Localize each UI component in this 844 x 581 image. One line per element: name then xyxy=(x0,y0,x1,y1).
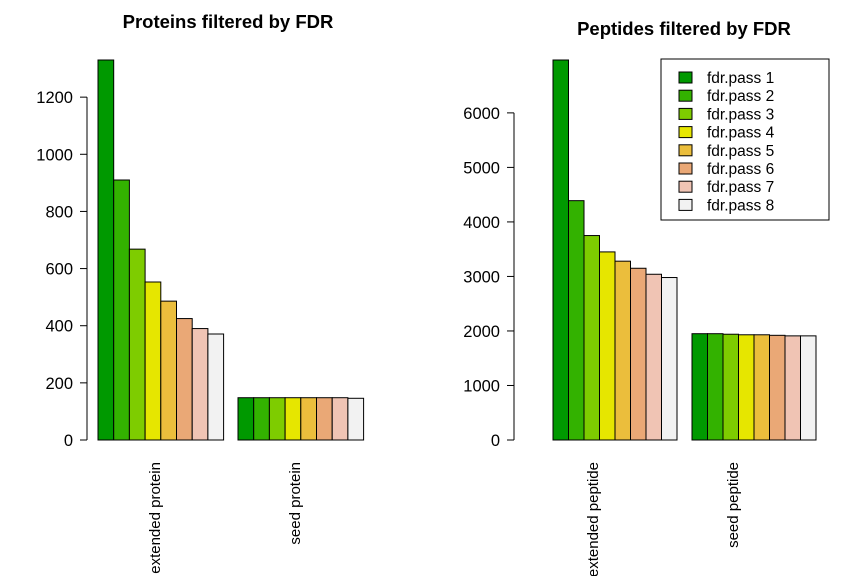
legend-swatch xyxy=(678,162,693,175)
bar xyxy=(176,318,193,441)
legend-swatch xyxy=(678,107,693,120)
legend-label: fdr.pass 1 xyxy=(707,70,774,87)
y-tick-label: 1200 xyxy=(36,89,73,107)
y-tick-label: 1000 xyxy=(463,377,500,395)
legend-label: fdr.pass 6 xyxy=(707,161,774,178)
bar xyxy=(753,334,770,441)
category-label: seed peptide xyxy=(725,462,742,548)
y-tick-label: 200 xyxy=(45,375,73,393)
bar xyxy=(97,59,115,441)
legend-label: fdr.pass 5 xyxy=(707,143,774,160)
legend-label: fdr.pass 4 xyxy=(707,125,775,142)
y-tick-label: 1000 xyxy=(36,146,73,164)
y-tick-label: 400 xyxy=(45,318,73,336)
bar xyxy=(113,179,130,441)
bar xyxy=(144,281,162,441)
legend-swatch xyxy=(678,180,693,193)
legend-swatch xyxy=(678,89,693,102)
category-label: extended peptide xyxy=(585,462,602,576)
bar xyxy=(347,397,365,441)
bar xyxy=(630,267,647,441)
bar xyxy=(253,397,270,441)
bar xyxy=(722,333,739,441)
y-tick-label: 0 xyxy=(64,432,73,450)
category-label: seed protein xyxy=(287,462,304,545)
legend-swatch xyxy=(678,71,693,84)
chart-title: Peptides filtered by FDR xyxy=(577,18,791,39)
y-tick-label: 800 xyxy=(45,203,73,221)
bar xyxy=(331,397,349,441)
bar xyxy=(284,397,302,441)
bar xyxy=(707,333,724,441)
legend-swatch xyxy=(678,144,693,157)
bar xyxy=(599,251,616,441)
bar xyxy=(645,273,662,441)
bar xyxy=(800,335,817,441)
bar xyxy=(583,235,600,441)
y-tick-label: 6000 xyxy=(463,105,500,123)
y-tick-label: 3000 xyxy=(463,268,500,286)
bar xyxy=(316,397,333,441)
category-label: extended protein xyxy=(147,462,164,574)
bar xyxy=(268,397,286,441)
bar xyxy=(207,333,225,441)
y-tick-label: 600 xyxy=(45,261,73,279)
bar xyxy=(300,397,317,441)
bar xyxy=(568,200,585,441)
chart-title: Proteins filtered by FDR xyxy=(123,11,334,32)
bar xyxy=(738,334,755,441)
bar xyxy=(160,300,178,441)
legend-label: fdr.pass 7 xyxy=(707,179,774,196)
bar xyxy=(769,334,786,441)
bar xyxy=(552,59,569,441)
legend-label: fdr.pass 2 xyxy=(707,88,774,105)
y-tick-label: 4000 xyxy=(463,214,500,232)
bar xyxy=(128,248,146,441)
chart-panel-2: Peptides filtered by FDR 0 1000 2000 3000 400… xyxy=(463,18,830,577)
bar xyxy=(691,333,708,441)
bar xyxy=(237,397,255,441)
legend-label: fdr.pass 3 xyxy=(707,106,774,123)
bar xyxy=(191,328,209,441)
y-tick-label: 0 xyxy=(491,432,500,450)
chart-panel-1: Proteins filtered by FDR 0 200 400 600 800 100… xyxy=(36,11,365,574)
bar xyxy=(661,277,678,441)
bar xyxy=(784,335,801,441)
legend-box xyxy=(660,58,830,221)
bar xyxy=(614,260,631,441)
legend-swatch xyxy=(678,198,693,211)
legend-label: fdr.pass 8 xyxy=(707,197,774,214)
legend-swatch xyxy=(678,126,693,139)
y-tick-label: 2000 xyxy=(463,323,500,341)
y-tick-label: 5000 xyxy=(463,159,500,177)
